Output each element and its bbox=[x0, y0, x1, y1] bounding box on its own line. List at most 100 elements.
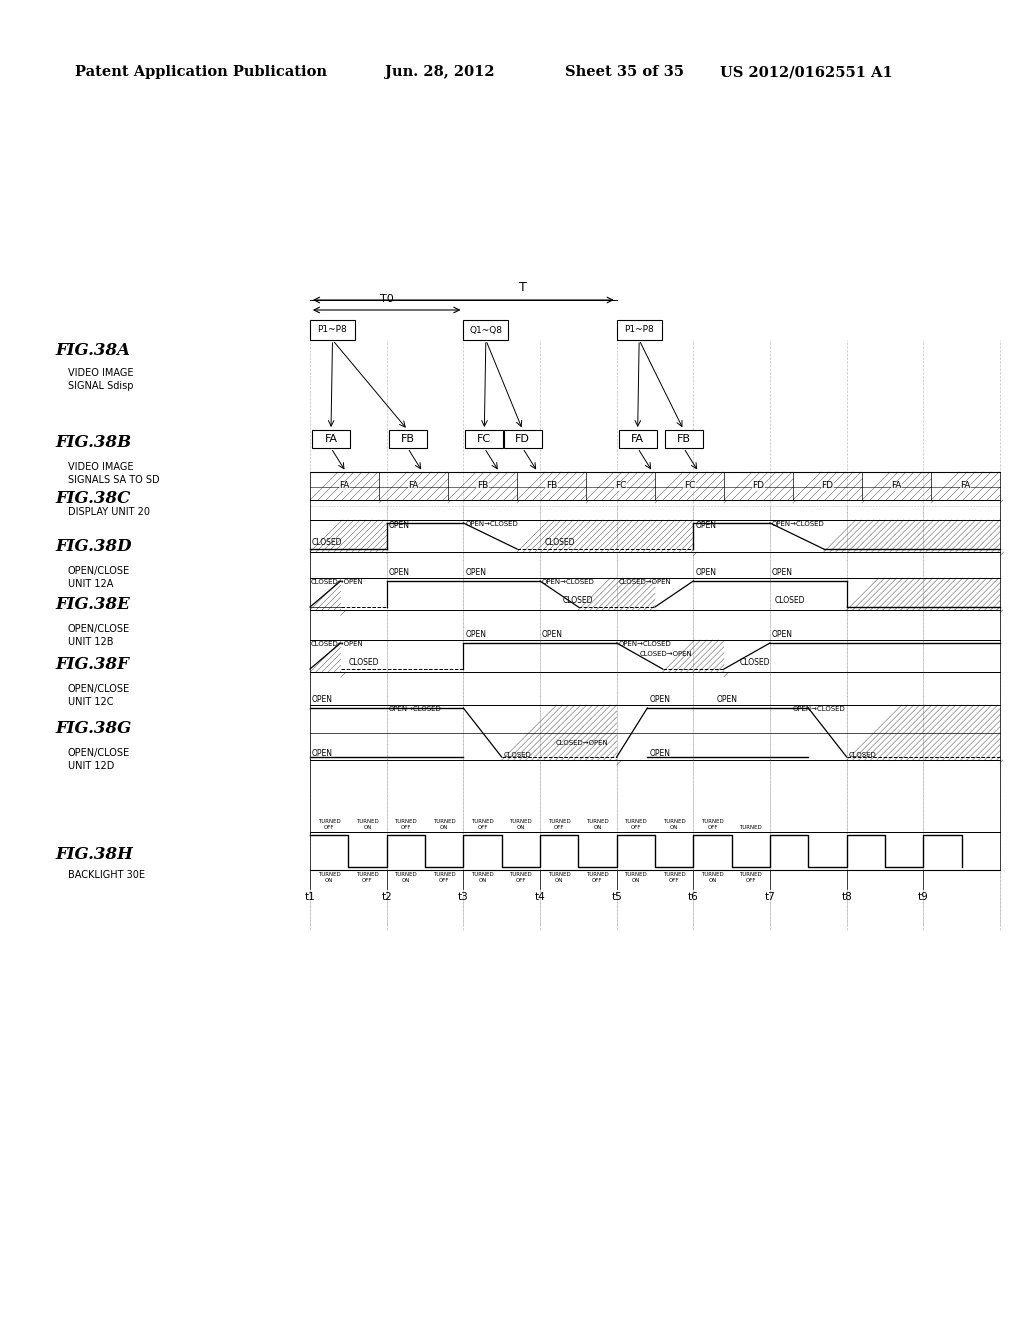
Text: CLOSED: CLOSED bbox=[849, 752, 877, 758]
Text: TURNED
ON: TURNED ON bbox=[625, 873, 647, 883]
Text: TURNED
ON: TURNED ON bbox=[663, 820, 685, 830]
Text: FA: FA bbox=[339, 482, 349, 491]
Text: OPEN: OPEN bbox=[542, 630, 563, 639]
Bar bbox=[310, 319, 355, 341]
Text: CLOSED: CLOSED bbox=[504, 752, 531, 758]
Text: CLOSED: CLOSED bbox=[545, 539, 575, 546]
Text: T: T bbox=[519, 281, 527, 294]
Text: OPEN→CLOSED: OPEN→CLOSED bbox=[542, 579, 595, 585]
Text: FC: FC bbox=[477, 434, 492, 444]
Text: T0: T0 bbox=[380, 294, 393, 304]
Text: OPEN/CLOSE
UNIT 12B: OPEN/CLOSE UNIT 12B bbox=[68, 624, 130, 647]
Text: DISPLAY UNIT 20: DISPLAY UNIT 20 bbox=[68, 507, 150, 517]
Text: OPEN: OPEN bbox=[717, 696, 737, 704]
Text: VIDEO IMAGE
SIGNALS SA TO SD: VIDEO IMAGE SIGNALS SA TO SD bbox=[68, 462, 160, 484]
Text: TURNED
ON: TURNED ON bbox=[394, 873, 417, 883]
Text: P1~P8: P1~P8 bbox=[625, 326, 654, 334]
Text: FIG.38C: FIG.38C bbox=[55, 490, 130, 507]
Text: TURNED
ON: TURNED ON bbox=[317, 873, 341, 883]
Text: FA: FA bbox=[409, 482, 419, 491]
Text: FIG.38D: FIG.38D bbox=[55, 539, 131, 554]
Text: OPEN: OPEN bbox=[649, 696, 671, 704]
Bar bbox=[618, 430, 656, 447]
Text: TURNED
OFF: TURNED OFF bbox=[548, 820, 570, 830]
Text: CLOSED: CLOSED bbox=[563, 597, 594, 605]
Text: TURNED
OFF: TURNED OFF bbox=[510, 873, 532, 883]
Text: FD: FD bbox=[753, 482, 765, 491]
Text: FIG.38E: FIG.38E bbox=[55, 597, 130, 612]
Text: FD: FD bbox=[821, 482, 834, 491]
Text: OPEN: OPEN bbox=[772, 630, 793, 639]
Text: US 2012/0162551 A1: US 2012/0162551 A1 bbox=[720, 65, 893, 79]
Text: OPEN: OPEN bbox=[389, 568, 410, 577]
Text: CLOSED: CLOSED bbox=[739, 657, 770, 667]
Text: VIDEO IMAGE
SIGNAL Sdisp: VIDEO IMAGE SIGNAL Sdisp bbox=[68, 368, 133, 391]
Text: TURNED
ON: TURNED ON bbox=[701, 873, 724, 883]
Text: FIG.38H: FIG.38H bbox=[55, 846, 133, 863]
Text: TURNED
ON: TURNED ON bbox=[510, 820, 532, 830]
Text: TURNED
ON: TURNED ON bbox=[356, 820, 379, 830]
Text: t4: t4 bbox=[535, 892, 546, 902]
Text: CLOSED→OPEN: CLOSED→OPEN bbox=[311, 579, 364, 585]
Text: OPEN: OPEN bbox=[772, 568, 793, 577]
Text: FA: FA bbox=[891, 482, 902, 491]
Text: CLOSED→OPEN: CLOSED→OPEN bbox=[311, 642, 364, 647]
Text: TURNED
ON: TURNED ON bbox=[433, 820, 456, 830]
Text: Patent Application Publication: Patent Application Publication bbox=[75, 65, 327, 79]
Text: TURNED
OFF: TURNED OFF bbox=[663, 873, 685, 883]
Text: TURNED
OFF: TURNED OFF bbox=[701, 820, 724, 830]
Text: CLOSED: CLOSED bbox=[775, 597, 806, 605]
Text: t1: t1 bbox=[304, 892, 315, 902]
Text: TURNED
OFF: TURNED OFF bbox=[586, 873, 609, 883]
Text: TURNED
ON: TURNED ON bbox=[548, 873, 570, 883]
Text: t5: t5 bbox=[611, 892, 622, 902]
Text: TURNED
OFF: TURNED OFF bbox=[739, 873, 762, 883]
Bar bbox=[312, 430, 350, 447]
Text: FA: FA bbox=[961, 482, 971, 491]
Text: t6: t6 bbox=[688, 892, 698, 902]
Text: TURNED
OFF: TURNED OFF bbox=[625, 820, 647, 830]
Text: OPEN/CLOSE
UNIT 12A: OPEN/CLOSE UNIT 12A bbox=[68, 566, 130, 589]
Text: FA: FA bbox=[631, 434, 644, 444]
Text: OPEN: OPEN bbox=[649, 748, 671, 758]
Bar bbox=[389, 430, 427, 447]
Text: OPEN/CLOSE
UNIT 12D: OPEN/CLOSE UNIT 12D bbox=[68, 748, 130, 771]
Text: Sheet 35 of 35: Sheet 35 of 35 bbox=[565, 65, 684, 79]
Text: t9: t9 bbox=[918, 892, 929, 902]
Text: OPEN: OPEN bbox=[465, 568, 486, 577]
Text: FC: FC bbox=[614, 482, 627, 491]
Text: FB: FB bbox=[477, 482, 488, 491]
Text: FB: FB bbox=[546, 482, 557, 491]
Text: TURNED
OFF: TURNED OFF bbox=[433, 873, 456, 883]
Text: TURNED
OFF: TURNED OFF bbox=[394, 820, 417, 830]
Text: CLOSED: CLOSED bbox=[312, 539, 342, 546]
Text: OPEN→CLOSED: OPEN→CLOSED bbox=[389, 706, 441, 711]
Text: TURNED
OFF: TURNED OFF bbox=[356, 873, 379, 883]
Text: OPEN→CLOSED: OPEN→CLOSED bbox=[793, 706, 846, 711]
Text: OPEN→CLOSED: OPEN→CLOSED bbox=[465, 521, 518, 527]
Bar bbox=[504, 430, 542, 447]
Text: FIG.38B: FIG.38B bbox=[55, 434, 131, 451]
Text: Q1~Q8: Q1~Q8 bbox=[469, 326, 503, 334]
Text: t3: t3 bbox=[458, 892, 469, 902]
Text: TURNED
OFF: TURNED OFF bbox=[471, 820, 494, 830]
Text: OPEN/CLOSE
UNIT 12C: OPEN/CLOSE UNIT 12C bbox=[68, 684, 130, 706]
Text: t2: t2 bbox=[381, 892, 392, 902]
Text: OPEN: OPEN bbox=[312, 696, 333, 704]
Text: FB: FB bbox=[677, 434, 690, 444]
Text: FIG.38F: FIG.38F bbox=[55, 656, 129, 673]
Text: TURNED
ON: TURNED ON bbox=[586, 820, 609, 830]
Text: TURNED
ON: TURNED ON bbox=[471, 873, 494, 883]
Text: FIG.38A: FIG.38A bbox=[55, 342, 130, 359]
Text: Jun. 28, 2012: Jun. 28, 2012 bbox=[385, 65, 495, 79]
Text: OPEN→CLOSED: OPEN→CLOSED bbox=[618, 642, 672, 647]
Text: FD: FD bbox=[515, 434, 530, 444]
Text: t8: t8 bbox=[842, 892, 852, 902]
Text: CLOSED→OPEN: CLOSED→OPEN bbox=[618, 579, 672, 585]
Text: OPEN: OPEN bbox=[389, 521, 410, 531]
Text: OPEN: OPEN bbox=[695, 521, 717, 531]
Text: FIG.38G: FIG.38G bbox=[55, 719, 131, 737]
Text: CLOSED: CLOSED bbox=[348, 657, 379, 667]
Text: CLOSED→OPEN: CLOSED→OPEN bbox=[640, 651, 692, 657]
Text: FC: FC bbox=[684, 482, 695, 491]
